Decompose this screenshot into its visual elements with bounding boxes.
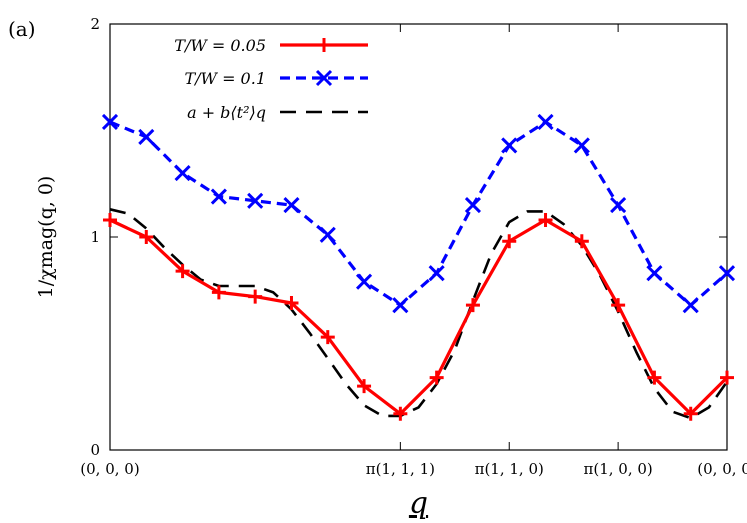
data-point: [428, 265, 445, 282]
legend-label: a + b⟨t²⟩q: [187, 103, 266, 122]
legend: T/W = 0.05 T/W = 0.1 a + b⟨t²⟩q: [174, 36, 368, 122]
legend-label: T/W = 0.05: [174, 36, 266, 55]
data-point: [501, 137, 518, 154]
series-layer: [101, 113, 736, 421]
data-point: [718, 265, 736, 282]
axis-labels: q 1/χmag(q, 0): [35, 176, 428, 521]
data-point: [393, 406, 408, 421]
legend-item: a + b⟨t²⟩q: [187, 103, 368, 122]
legend-item: T/W = 0.1: [184, 69, 368, 88]
data-point: [610, 196, 627, 214]
legend-label: T/W = 0.1: [184, 69, 266, 88]
x-tick-label: π(1, 1, 1): [366, 460, 435, 478]
panel-label: (a): [8, 17, 36, 41]
data-point: [355, 273, 373, 290]
data-point: [210, 188, 227, 205]
x-tick-label: (0, 0, 0): [80, 460, 139, 478]
series-line: [109, 208, 729, 420]
data-point: [574, 234, 589, 249]
data-point: [320, 330, 335, 345]
data-point: [103, 212, 117, 227]
data-point: [646, 265, 663, 282]
data-point: [175, 264, 190, 279]
data-point: [392, 297, 409, 314]
data-point: [283, 196, 300, 214]
data-point: [537, 113, 554, 131]
data-point: [174, 165, 191, 182]
data-point: [502, 234, 517, 249]
data-point: [683, 406, 698, 421]
x-tick-label: (0, 0, 0): [697, 460, 747, 478]
data-point: [211, 285, 226, 300]
legend-item: T/W = 0.05: [174, 36, 368, 55]
data-point: [248, 289, 263, 304]
x-tick-label: π(1, 1, 0): [475, 460, 544, 478]
x-axis-label: q: [409, 486, 428, 521]
y-tick-label: 1: [90, 228, 100, 246]
data-point: [465, 298, 480, 313]
data-point: [720, 370, 734, 385]
data-point: [101, 113, 119, 131]
y-axis-label: 1/χmag(q, 0): [35, 176, 57, 299]
data-point: [682, 297, 699, 314]
series-2: [109, 208, 729, 420]
data-point: [611, 298, 626, 313]
x-axis-ticks: (0, 0, 0) π(1, 1, 1) π(1, 1, 0) π(1, 0, 0) (…: [80, 24, 747, 478]
data-point: [357, 379, 372, 394]
series-1: [101, 113, 736, 314]
data-point: [139, 230, 154, 244]
series-line: [109, 120, 729, 307]
data-point: [284, 296, 299, 311]
y-tick-label: 2: [90, 15, 100, 33]
data-point: [464, 196, 482, 214]
data-point: [138, 128, 155, 145]
data-point: [647, 370, 662, 385]
data-point: [538, 212, 553, 227]
y-axis-ticks: 0 1 2: [90, 15, 727, 459]
data-point: [315, 69, 333, 87]
data-point: [429, 370, 444, 385]
data-point: [573, 137, 590, 154]
data-point: [317, 38, 331, 52]
data-point: [319, 226, 336, 243]
y-tick-label: 0: [90, 441, 100, 459]
series-line: [109, 218, 729, 416]
series-0: [103, 212, 734, 421]
data-point: [247, 192, 264, 209]
x-tick-label: π(1, 0, 0): [583, 460, 652, 478]
